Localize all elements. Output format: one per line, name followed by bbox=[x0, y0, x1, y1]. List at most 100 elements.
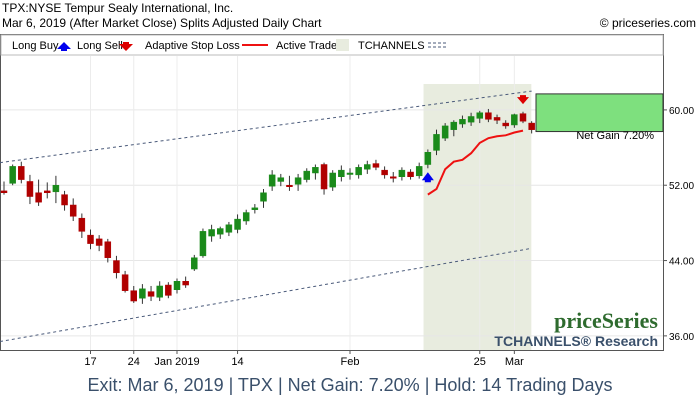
candle bbox=[78, 213, 86, 238]
legend-active-trade: Active Trade bbox=[276, 40, 337, 52]
candle bbox=[61, 190, 68, 211]
candle bbox=[485, 108, 492, 123]
tchannels-research-label: TCHANNELS® Research bbox=[494, 333, 658, 349]
candle-body bbox=[528, 122, 535, 130]
candle-body bbox=[415, 166, 423, 177]
candle-body bbox=[312, 167, 319, 174]
y-tick-label: 52.00 bbox=[669, 181, 694, 192]
candle-body bbox=[147, 291, 155, 297]
legend: Long Buy Long Sell Adaptive Stop Loss Ac… bbox=[0, 34, 664, 56]
candle-body bbox=[433, 134, 440, 151]
y-tick-label: 44.00 bbox=[669, 257, 694, 268]
candle bbox=[459, 115, 466, 128]
candle bbox=[528, 121, 535, 134]
candle bbox=[364, 160, 371, 174]
candle-body bbox=[390, 176, 397, 179]
candle-body bbox=[69, 204, 77, 217]
candle-body bbox=[0, 190, 8, 194]
x-tick-label: 17 bbox=[84, 356, 96, 368]
candle-body bbox=[303, 170, 310, 180]
candle-body bbox=[130, 290, 137, 302]
candle bbox=[199, 228, 207, 258]
candle-body bbox=[217, 228, 224, 235]
candle bbox=[441, 123, 449, 141]
legend-long-sell: Long Sell bbox=[77, 40, 123, 52]
candle-body bbox=[407, 171, 414, 178]
candle bbox=[26, 174, 34, 205]
candle-body bbox=[320, 164, 328, 190]
candle bbox=[251, 204, 259, 214]
x-tick-label: 25 bbox=[474, 356, 486, 368]
candle-body bbox=[225, 224, 233, 233]
candle-body bbox=[441, 125, 449, 139]
candle bbox=[286, 175, 293, 191]
candle-body bbox=[467, 116, 475, 123]
y-tick-label: 60.00 bbox=[669, 106, 694, 117]
candle bbox=[303, 168, 310, 183]
candle-body bbox=[398, 169, 406, 178]
candle-body bbox=[95, 238, 103, 246]
candle-body bbox=[78, 217, 86, 232]
sell-arrow-icon bbox=[119, 42, 133, 51]
candle bbox=[519, 111, 527, 124]
candle bbox=[113, 255, 120, 279]
candle-body bbox=[26, 181, 34, 197]
active-trade-swatch-icon bbox=[336, 39, 349, 51]
chart-subtitle: Mar 6, 2019 (After Market Close) Splits … bbox=[2, 16, 322, 30]
candle-body bbox=[199, 231, 207, 257]
candle-body bbox=[87, 234, 94, 244]
legend-long-buy: Long Buy bbox=[12, 40, 59, 52]
net-gain-box bbox=[535, 93, 664, 133]
candle-body bbox=[52, 184, 60, 193]
active-trade-region bbox=[423, 84, 532, 350]
candle bbox=[320, 162, 328, 195]
y-tick-label: 36.00 bbox=[669, 332, 694, 343]
x-tick-label: 14 bbox=[231, 356, 243, 368]
candle bbox=[52, 175, 60, 204]
candle-body bbox=[18, 166, 25, 180]
candle bbox=[35, 179, 42, 206]
candle-body bbox=[329, 172, 336, 188]
candle bbox=[355, 164, 362, 179]
candle-body bbox=[260, 192, 267, 202]
candle bbox=[217, 226, 224, 239]
candle bbox=[502, 120, 509, 129]
active-trade-shade bbox=[423, 84, 532, 350]
candle bbox=[312, 164, 319, 180]
candle-body bbox=[277, 177, 285, 182]
candle-body bbox=[502, 122, 509, 127]
candle bbox=[95, 235, 103, 252]
candle-body bbox=[9, 166, 16, 184]
candle-body bbox=[113, 260, 120, 274]
candle bbox=[277, 173, 285, 187]
candle bbox=[87, 229, 94, 250]
candle bbox=[433, 129, 440, 156]
candle-body bbox=[44, 190, 51, 194]
candle bbox=[0, 181, 8, 195]
candle bbox=[407, 169, 414, 180]
x-tick-label: Mar bbox=[505, 356, 524, 368]
candle-body bbox=[286, 184, 293, 187]
candle bbox=[69, 198, 77, 222]
candle-body bbox=[485, 112, 492, 120]
candle bbox=[398, 167, 406, 181]
candle bbox=[424, 149, 432, 169]
legend-adaptive-stop: Adaptive Stop Loss bbox=[145, 40, 240, 52]
candle bbox=[208, 224, 215, 242]
candle bbox=[260, 188, 267, 208]
candle-body bbox=[294, 177, 302, 185]
candle-body bbox=[182, 281, 189, 286]
candle-body bbox=[511, 114, 518, 126]
candle-body bbox=[121, 274, 129, 291]
candle-body bbox=[355, 167, 362, 176]
candle-body bbox=[156, 285, 163, 298]
candle bbox=[467, 112, 475, 126]
candle bbox=[372, 159, 380, 171]
candle bbox=[415, 162, 423, 179]
candle-body bbox=[35, 192, 42, 203]
candle bbox=[234, 214, 241, 234]
candle bbox=[130, 285, 137, 303]
candle bbox=[191, 254, 198, 271]
candle-body bbox=[450, 121, 458, 130]
chart-title: TPX:NYSE Tempur Sealy International, Inc… bbox=[2, 1, 234, 15]
